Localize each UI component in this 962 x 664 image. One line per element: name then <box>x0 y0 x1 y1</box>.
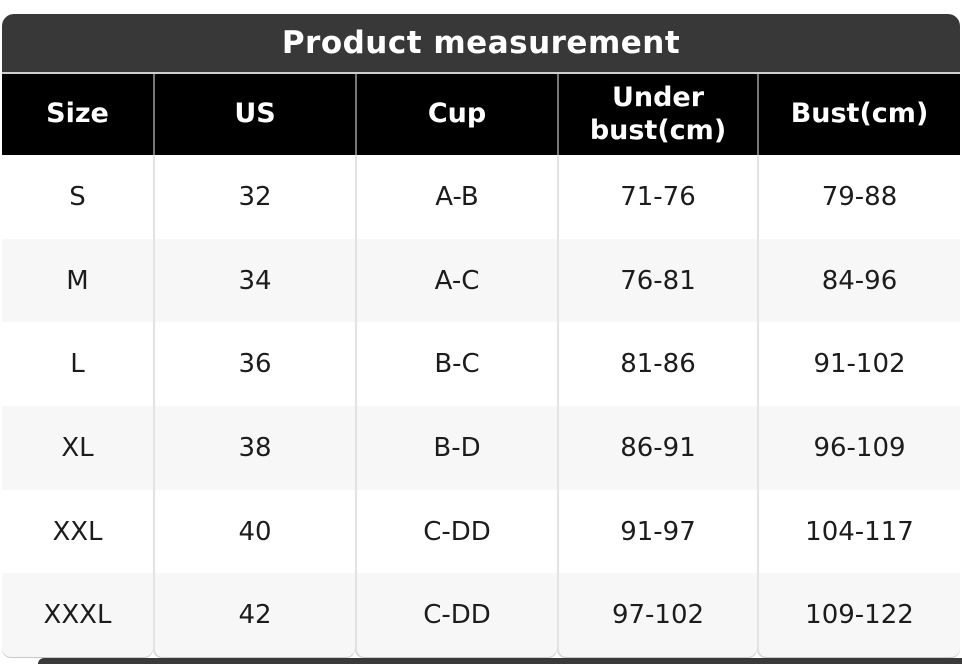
table-title: Product measurement <box>281 25 681 61</box>
cell-under-bust: 97-102 <box>557 573 757 658</box>
table-header-row: Size US Cup Under bust(cm) Bust(cm) <box>2 74 960 155</box>
cell-cup: C-DD <box>355 489 557 574</box>
cell-bust: 96-109 <box>757 406 960 490</box>
cell-us: 36 <box>153 322 355 407</box>
cell-cup: A-B <box>355 155 557 239</box>
header-cup: Cup <box>355 74 557 155</box>
table-row: XXL 40 C-DD 91-97 104-117 <box>2 489 960 574</box>
table-row: XXXL 42 C-DD 97-102 109-122 <box>2 573 960 658</box>
cell-under-bust: 76-81 <box>557 238 757 323</box>
cell-bust: 79-88 <box>757 155 960 239</box>
table-body: S 32 A-B 71-76 79-88 M 34 A-C 76-81 84-9… <box>2 155 960 658</box>
cell-cup: A-C <box>355 238 557 323</box>
cell-under-bust: 86-91 <box>557 406 757 490</box>
cell-size: L <box>2 322 153 407</box>
cell-us: 42 <box>153 573 355 658</box>
table-row: XL 38 B-D 86-91 96-109 <box>2 406 960 490</box>
cell-cup: B-C <box>355 322 557 407</box>
table-row: L 36 B-C 81-86 91-102 <box>2 322 960 407</box>
cell-cup: C-DD <box>355 573 557 658</box>
header-cup-label: Cup <box>427 98 487 130</box>
cell-us: 32 <box>153 155 355 239</box>
table-title-bar: Product measurement <box>2 14 960 72</box>
header-bust: Bust(cm) <box>757 74 960 155</box>
title-header-divider <box>2 72 960 74</box>
cell-size: XXL <box>2 489 153 574</box>
measurement-table: Product measurement Size US Cup Under bu… <box>2 14 960 658</box>
cell-us: 38 <box>153 406 355 490</box>
next-table-title-bar-cutoff <box>38 658 962 664</box>
cell-under-bust: 81-86 <box>557 322 757 407</box>
cell-bust: 104-117 <box>757 489 960 574</box>
cell-size: XL <box>2 406 153 490</box>
table-row: M 34 A-C 76-81 84-96 <box>2 238 960 323</box>
table-row: S 32 A-B 71-76 79-88 <box>2 155 960 239</box>
cell-us: 40 <box>153 489 355 574</box>
header-bust-label: Bust(cm) <box>790 98 929 130</box>
cell-size: XXXL <box>2 573 153 658</box>
cell-bust: 109-122 <box>757 573 960 658</box>
cell-under-bust: 71-76 <box>557 155 757 239</box>
header-under-bust: Under bust(cm) <box>557 74 757 155</box>
cell-under-bust: 91-97 <box>557 489 757 574</box>
cell-bust: 84-96 <box>757 238 960 323</box>
cell-size: S <box>2 155 153 239</box>
header-size-label: Size <box>46 98 109 130</box>
cell-cup: B-D <box>355 406 557 490</box>
header-size: Size <box>2 74 153 155</box>
header-us: US <box>153 74 355 155</box>
cell-bust: 91-102 <box>757 322 960 407</box>
header-under-bust-label: Under bust(cm) <box>589 82 727 146</box>
cell-us: 34 <box>153 238 355 323</box>
cell-size: M <box>2 238 153 323</box>
header-us-label: US <box>234 98 276 130</box>
